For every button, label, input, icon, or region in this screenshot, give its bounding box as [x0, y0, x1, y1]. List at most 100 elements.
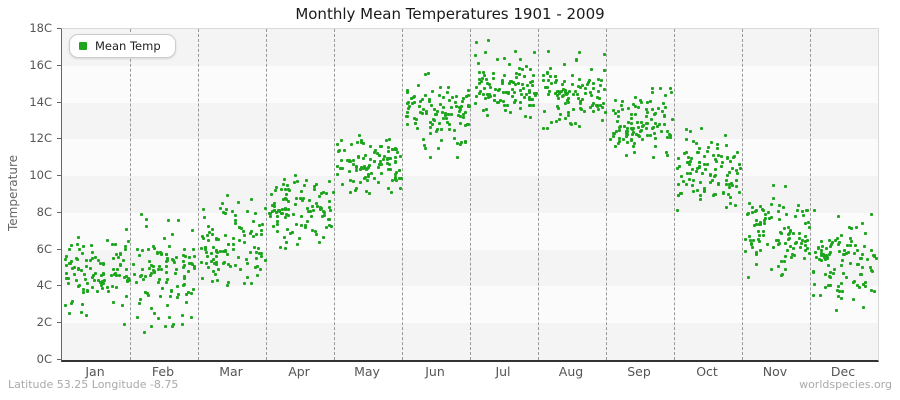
scatter-point	[869, 248, 873, 252]
scatter-point	[172, 323, 175, 326]
scatter-point	[684, 138, 688, 141]
scatter-point	[769, 268, 773, 271]
scatter-point	[870, 289, 873, 292]
scatter-point	[366, 173, 370, 176]
scatter-point	[518, 57, 522, 61]
scatter-point	[292, 212, 295, 216]
scatter-point	[735, 171, 739, 175]
scatter-point	[756, 238, 760, 241]
scatter-point	[82, 272, 86, 276]
scatter-point	[205, 234, 209, 237]
scatter-point	[784, 268, 787, 271]
scatter-point	[185, 293, 188, 296]
scatter-point	[586, 82, 589, 86]
scatter-point	[423, 94, 427, 97]
scatter-point	[413, 101, 416, 104]
scatter-point	[96, 279, 100, 282]
scatter-point	[477, 71, 481, 74]
scatter-point	[829, 243, 833, 246]
scatter-point	[503, 56, 506, 60]
scatter-point	[311, 205, 314, 208]
scatter-point	[493, 87, 497, 91]
scatter-point	[340, 158, 343, 162]
scatter-point	[751, 238, 755, 242]
scatter-point	[715, 146, 719, 150]
scatter-point	[408, 104, 411, 108]
month-separator-gridline	[334, 29, 335, 360]
scatter-point	[428, 132, 432, 135]
scatter-point	[441, 95, 445, 99]
scatter-point	[254, 233, 258, 236]
scatter-point	[621, 99, 624, 103]
scatter-point	[327, 205, 331, 209]
scatter-point	[406, 111, 409, 114]
scatter-point	[303, 226, 307, 229]
scatter-point	[617, 128, 621, 132]
scatter-point	[665, 151, 668, 154]
scatter-point	[680, 192, 683, 195]
legend-label: Mean Temp	[95, 39, 161, 53]
scatter-point	[634, 133, 638, 136]
scatter-point	[125, 278, 129, 282]
scatter-point	[376, 165, 380, 169]
scatter-point	[562, 80, 566, 83]
scatter-point	[381, 158, 385, 161]
scatter-point	[565, 98, 569, 102]
month-separator-gridline	[606, 29, 607, 360]
scatter-point	[829, 251, 832, 254]
scatter-point	[850, 226, 853, 230]
scatter-point	[478, 77, 481, 81]
scatter-point	[714, 168, 717, 171]
scatter-point	[507, 81, 511, 85]
scatter-point	[446, 121, 449, 124]
scatter-point	[445, 117, 448, 120]
scatter-point	[482, 70, 485, 74]
scatter-point	[870, 269, 873, 272]
scatter-point	[522, 96, 526, 99]
scatter-point	[631, 144, 635, 148]
scatter-point	[152, 247, 156, 250]
scatter-point	[299, 215, 303, 218]
scatter-point	[657, 123, 661, 126]
scatter-point	[837, 215, 840, 218]
scatter-point	[118, 252, 122, 255]
scatter-point	[124, 294, 128, 298]
scatter-point	[240, 227, 243, 230]
scatter-point	[85, 281, 89, 285]
scatter-point	[204, 247, 207, 251]
scatter-point	[645, 121, 649, 125]
scatter-point	[542, 73, 545, 77]
scatter-point	[662, 122, 666, 126]
scatter-point	[464, 110, 467, 114]
scatter-point	[596, 96, 599, 99]
scatter-point	[414, 117, 418, 121]
scatter-point	[68, 248, 71, 251]
scatter-point	[554, 81, 557, 84]
scatter-point	[492, 77, 495, 80]
scatter-point	[433, 119, 436, 122]
scatter-point	[493, 94, 496, 97]
scatter-point	[285, 184, 289, 187]
scatter-point	[111, 243, 114, 246]
scatter-point	[79, 269, 83, 272]
scatter-point	[520, 67, 524, 71]
scatter-point	[596, 77, 600, 81]
scatter-point	[837, 290, 841, 293]
scatter-point	[281, 208, 284, 211]
scatter-point	[557, 91, 561, 95]
scatter-point	[223, 260, 226, 264]
scatter-point	[436, 147, 440, 150]
scatter-point	[695, 169, 698, 173]
scatter-point	[90, 256, 94, 260]
scatter-point	[147, 267, 151, 270]
scatter-point	[844, 251, 848, 255]
scatter-point	[727, 182, 731, 186]
scatter-point	[222, 249, 225, 253]
scatter-point	[356, 141, 359, 144]
scatter-point	[85, 313, 88, 317]
scatter-point	[114, 271, 117, 275]
scatter-point	[785, 248, 789, 252]
scatter-point	[599, 84, 602, 87]
scatter-point	[335, 164, 339, 168]
scatter-point	[173, 271, 177, 275]
